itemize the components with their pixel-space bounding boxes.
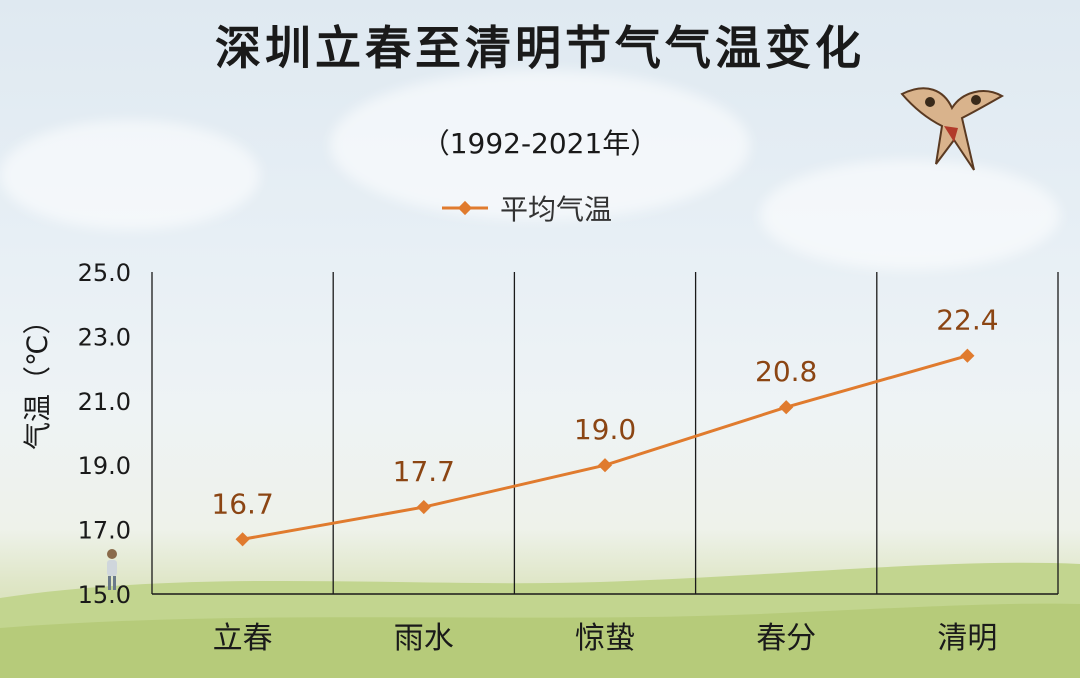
y-tick-label: 23.0 xyxy=(78,323,131,351)
y-tick-label: 25.0 xyxy=(78,259,131,287)
x-tick-label: 惊蛰 xyxy=(575,621,635,656)
x-tick-label: 清明 xyxy=(937,621,997,656)
background-hills xyxy=(0,562,1080,678)
series-line xyxy=(242,354,968,541)
kite-illustration xyxy=(900,87,1005,171)
data-point xyxy=(597,458,613,473)
data-label: 20.8 xyxy=(755,355,817,388)
legend-label: 平均气温 xyxy=(500,193,613,226)
background-cloud xyxy=(0,120,260,230)
legend: 平均气温 xyxy=(440,188,612,228)
background-cloud xyxy=(760,160,1060,270)
data-point xyxy=(416,499,431,515)
x-tick-label: 立春 xyxy=(213,621,273,656)
legend-marker xyxy=(442,200,488,216)
x-tick-label: 春分 xyxy=(756,621,816,656)
chart-title: 深圳立春至清明节气气温变化 xyxy=(215,21,865,75)
y-tick-label: 15.0 xyxy=(78,581,131,609)
data-label: 16.7 xyxy=(211,487,273,520)
data-label: 22.4 xyxy=(936,304,998,337)
y-tick-label: 17.0 xyxy=(78,517,131,545)
y-tick-label: 21.0 xyxy=(78,388,131,416)
data-point xyxy=(960,348,975,363)
x-tick-label: 雨水 xyxy=(394,621,454,656)
data-point xyxy=(235,532,250,547)
y-tick-label: 19.0 xyxy=(78,452,131,480)
data-point xyxy=(779,400,794,415)
person-illustration xyxy=(107,549,117,590)
data-label: 19.0 xyxy=(574,413,636,446)
data-label: 17.7 xyxy=(393,455,455,488)
chart-subtitle: （1992-2021年） xyxy=(421,127,659,160)
background-cloud xyxy=(330,70,750,220)
